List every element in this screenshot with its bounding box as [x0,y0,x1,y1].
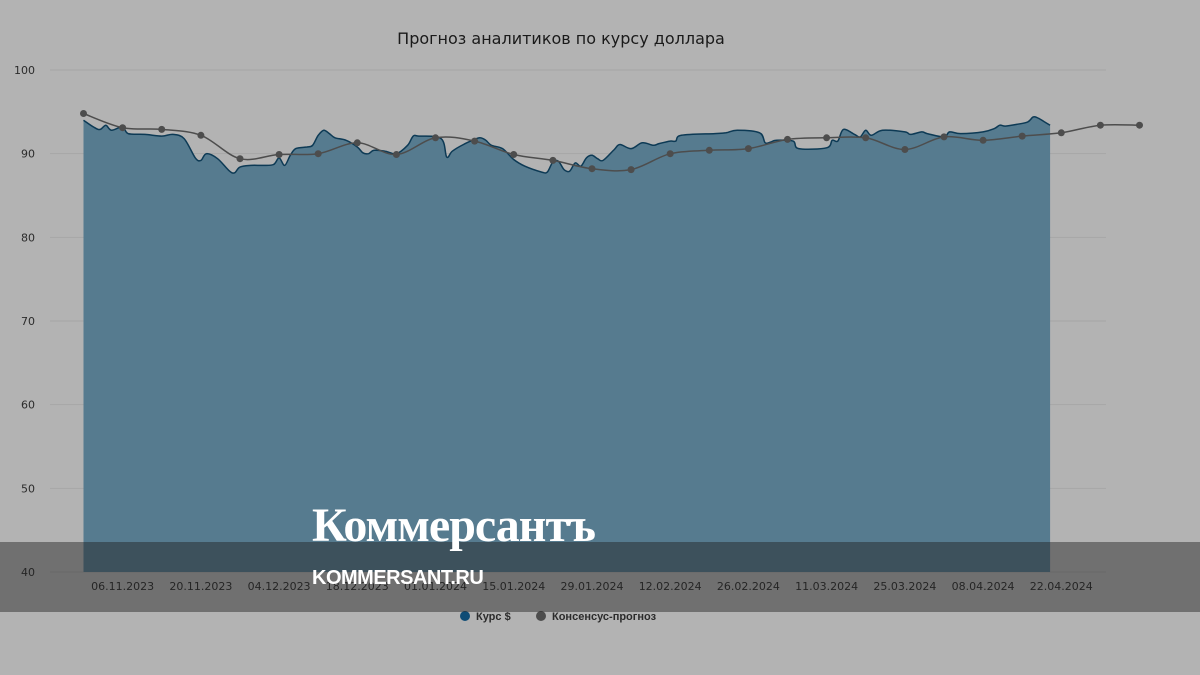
watermark-site: KOMMERSANT.RU [312,567,484,589]
x-tick-label: 20.11.2023 [169,580,232,593]
legend-consensus-label: Консенсус-прогноз [552,611,657,623]
consensus-line [83,112,1140,172]
rate-area-fill [83,116,1051,573]
consensus-point [236,155,244,163]
x-tick-label: 25.03.2024 [873,580,936,593]
x-tick-label: 08.04.2024 [952,580,1015,593]
legend-item-rate[interactable]: Курс $ [460,611,511,623]
x-tick-label: 04.12.2023 [248,580,311,593]
x-tick-label: 29.01.2024 [560,580,623,593]
consensus-point [158,125,166,133]
x-tick-label: 22.04.2024 [1030,580,1093,593]
consensus-point [901,146,909,153]
legend-consensus-marker [536,611,546,621]
consensus-point [353,139,361,147]
consensus-point [197,131,205,139]
consensus-point [627,166,635,174]
series-consensus [80,110,1143,174]
consensus-point [666,150,674,158]
y-axis: 100 90 80 70 60 50 40 [14,64,35,579]
y-tick-label: 80 [21,231,35,244]
consensus-point [705,146,713,154]
consensus-point [314,150,322,158]
y-tick-label: 50 [21,482,35,495]
consensus-point [940,133,948,141]
consensus-point [471,137,479,145]
watermark-logo: Коммерсантъ [312,499,596,552]
x-tick-label: 06.11.2023 [91,580,154,593]
consensus-point [588,165,596,173]
consensus-point [1096,121,1104,129]
x-tick-label: 01.01.2024 [404,580,467,593]
consensus-point [549,156,557,164]
consensus-point [275,151,283,158]
x-tick-label: 12.02.2024 [639,580,702,593]
consensus-point [432,134,439,142]
consensus-point [979,136,987,144]
consensus-point [510,151,518,158]
x-tick-label: 26.02.2024 [717,580,780,593]
consensus-point [1136,121,1143,129]
consensus-point [80,110,87,117]
consensus-point [1018,132,1026,140]
consensus-point [744,145,752,153]
legend-item-consensus[interactable]: Консенсус-прогноз [536,611,657,623]
x-axis: 06.11.2023 20.11.2023 04.12.2023 18.12.2023… [91,580,1093,593]
consensus-point [784,135,791,143]
consensus-point [862,134,870,142]
series-rate [83,116,1051,573]
y-tick-label: 90 [21,148,35,161]
consensus-point [823,134,831,142]
watermark-banner [0,542,1200,612]
consensus-point [392,151,400,158]
chart-title: Прогноз аналитиков по курсу доллара [397,29,725,48]
y-tick-label: 60 [21,399,35,412]
legend[interactable]: Курс $ Консенсус-прогноз [460,611,657,623]
y-tick-label: 70 [21,315,35,328]
x-tick-label: 18.12.2023 [326,580,389,593]
legend-rate-marker [460,611,470,621]
consensus-point [1057,129,1065,137]
consensus-point [119,124,127,132]
y-tick-label: 40 [21,566,35,579]
rate-line [83,116,1051,174]
legend-rate-label: Курс $ [476,611,511,623]
x-tick-label: 11.03.2024 [795,580,858,593]
y-tick-label: 100 [14,64,35,77]
x-tick-label: 15.01.2024 [482,580,545,593]
